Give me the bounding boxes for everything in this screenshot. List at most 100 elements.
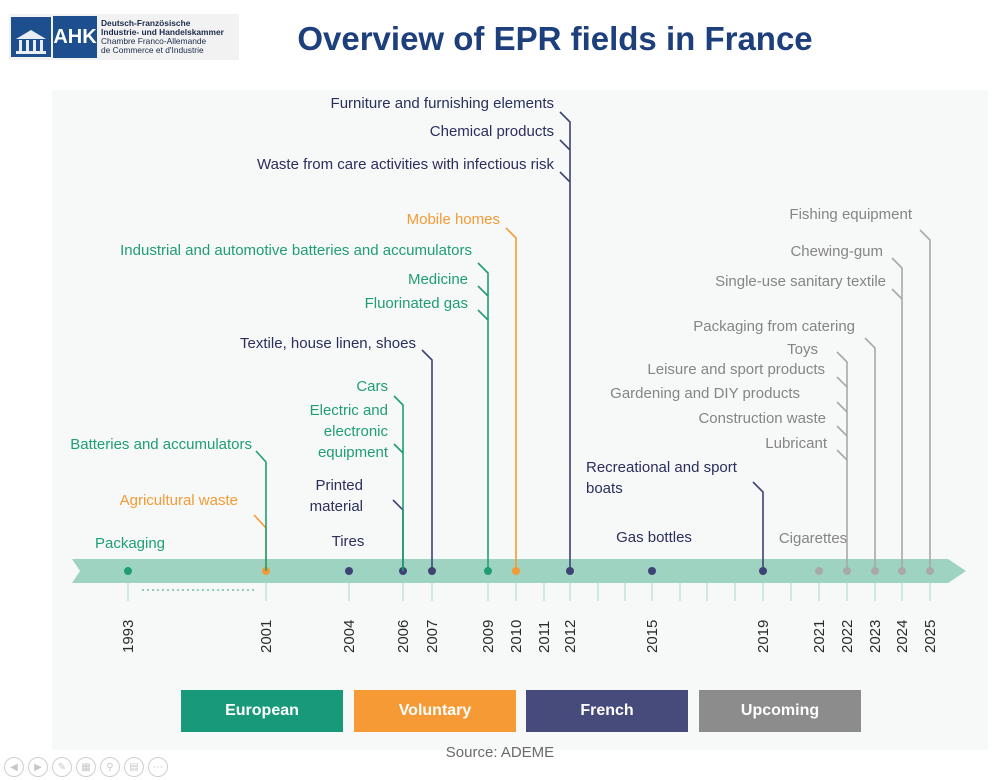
year-dot-1993 <box>124 567 132 575</box>
epr-field-line: Leisure and sport products <box>647 361 825 378</box>
epr-field-line: Medicine <box>408 271 468 288</box>
epr-field-label-26: Fishing equipment <box>789 206 912 223</box>
epr-field-line: Textile, house linen, shoes <box>240 335 416 352</box>
epr-field-label-14: Furniture and furnishing elements <box>331 95 554 112</box>
connector-24 <box>891 288 903 571</box>
connector-8 <box>477 309 489 571</box>
epr-field-line: Agricultural waste <box>120 492 238 509</box>
epr-field-line: Batteries and accumulators <box>70 436 252 453</box>
epr-field-label-25: Chewing-gum <box>790 243 883 260</box>
legend-upcoming: Upcoming <box>699 690 861 732</box>
logo-line-4: de Commerce et d'Industrie <box>101 45 204 56</box>
year-label-2001: 2001 <box>258 620 275 653</box>
year-label-2007: 2007 <box>424 620 441 653</box>
ahk-logo-text: Deutsch-Französische Industrie- und Hand… <box>101 18 224 56</box>
source-note: Source: ADEME <box>445 744 555 761</box>
epr-field-label-0: Packaging <box>95 535 165 552</box>
epr-field-label-4: Printed material <box>310 477 363 515</box>
epr-field-line: material <box>310 498 363 515</box>
epr-field-label-7: Textile, house linen, shoes <box>240 335 416 352</box>
slide-controls: ◀ ▶ ✎ ▦ ⚲ ▤ ⋯ <box>4 757 168 777</box>
connector-22 <box>836 351 848 387</box>
connector-13 <box>559 139 571 182</box>
epr-field-label-3: Tires <box>332 533 365 550</box>
previous-icon[interactable]: ◀ <box>4 757 24 777</box>
connector-10 <box>477 262 489 296</box>
epr-field-line: Waste from care activities with infectio… <box>257 156 555 173</box>
epr-field-line: Cigarettes <box>779 530 847 547</box>
epr-field-line: Mobile homes <box>407 211 500 228</box>
epr-field-label-21: Leisure and sport products <box>647 361 825 378</box>
epr-field-line: Single-use sanitary textile <box>715 273 886 290</box>
pen-icon[interactable]: ✎ <box>52 757 72 777</box>
legend-french: French <box>526 690 688 732</box>
epr-field-label-12: Waste from care activities with infectio… <box>257 156 555 173</box>
epr-field-line: Electric and <box>310 402 388 419</box>
year-label-2004: 2004 <box>341 620 358 653</box>
year-label-2025: 2025 <box>922 620 939 653</box>
epr-field-line: Chewing-gum <box>790 243 883 260</box>
epr-field-line: Printed <box>315 477 363 494</box>
epr-field-label-10: Industrial and automotive batteries and … <box>120 242 472 259</box>
year-label-1993: 1993 <box>120 620 137 653</box>
year-label-2019: 2019 <box>755 620 772 653</box>
year-label-2024: 2024 <box>894 620 911 653</box>
epr-field-line: electronic <box>324 423 389 440</box>
epr-field-label-6: Cars <box>356 378 388 395</box>
epr-field-label-5: Electric and electronic equipment <box>310 402 389 461</box>
epr-field-line: Packaging from catering <box>693 318 855 335</box>
logo-line-2: Industrie- und Handelskammer <box>101 26 224 37</box>
connector-12 <box>559 171 571 571</box>
epr-field-line: Toys <box>787 341 818 358</box>
epr-field-line: Industrial and automotive batteries and … <box>120 242 472 259</box>
epr-field-line: equipment <box>318 444 389 461</box>
epr-field-label-11: Mobile homes <box>407 211 500 228</box>
epr-field-line: Cars <box>356 378 388 395</box>
epr-field-label-1: Agricultural waste <box>120 492 238 509</box>
epr-field-label-17: Cigarettes <box>779 530 847 547</box>
logo-line-3: Chambre Franco-Allemande <box>101 36 207 46</box>
epr-field-label-13: Chemical products <box>430 123 554 140</box>
year-label-2015: 2015 <box>644 620 661 653</box>
more-icon[interactable]: ⋯ <box>148 757 168 777</box>
page-title: Overview of EPR fields in France <box>297 20 813 57</box>
epr-field-line: Chemical products <box>430 123 554 140</box>
epr-field-label-22: Toys <box>787 341 818 358</box>
epr-field-label-16: Recreational and sport boats <box>586 459 738 497</box>
timeline-panel <box>52 90 988 750</box>
connector-14 <box>559 111 571 150</box>
connector-25 <box>891 257 903 299</box>
zoom-icon[interactable]: ⚲ <box>100 757 120 777</box>
year-label-2022: 2022 <box>839 620 856 653</box>
epr-field-label-23: Packaging from catering <box>693 318 855 335</box>
year-label-2021: 2021 <box>811 620 828 653</box>
epr-timeline: 1993 2001 2004 2006 2007 2009 2010 2011 2012 2015… <box>70 95 966 653</box>
connector-16 <box>752 481 764 571</box>
connector-5 <box>393 443 404 571</box>
subtitles-icon[interactable]: ▤ <box>124 757 144 777</box>
year-label-2012: 2012 <box>562 620 579 653</box>
epr-field-line: Lubricant <box>765 435 828 452</box>
connector-6 <box>393 395 404 453</box>
epr-field-label-20: Gardening and DIY products <box>610 385 800 402</box>
year-label-2006: 2006 <box>395 620 412 653</box>
epr-field-line: Recreational and sport <box>586 459 738 476</box>
epr-field-label-2: Batteries and accumulators <box>70 436 252 453</box>
epr-field-label-19: Construction waste <box>698 410 826 427</box>
epr-field-line: Fishing equipment <box>789 206 912 223</box>
connector-11 <box>505 227 517 571</box>
year-dot-2004 <box>345 567 353 575</box>
ahk-emblem-icon <box>11 17 51 57</box>
next-icon[interactable]: ▶ <box>28 757 48 777</box>
epr-field-label-15: Gas bottles <box>616 529 692 546</box>
ahk-logo-short: AHK <box>53 16 97 58</box>
epr-field-line: Tires <box>332 533 365 550</box>
slides-icon[interactable]: ▦ <box>76 757 96 777</box>
connector-7 <box>421 349 433 571</box>
epr-field-line: Fluorinated gas <box>365 295 468 312</box>
epr-field-line: Construction waste <box>698 410 826 427</box>
year-label-2010: 2010 <box>508 620 525 653</box>
epr-field-label-8: Fluorinated gas <box>365 295 468 312</box>
connector-2 <box>255 450 267 571</box>
year-dot-2021 <box>815 567 823 575</box>
